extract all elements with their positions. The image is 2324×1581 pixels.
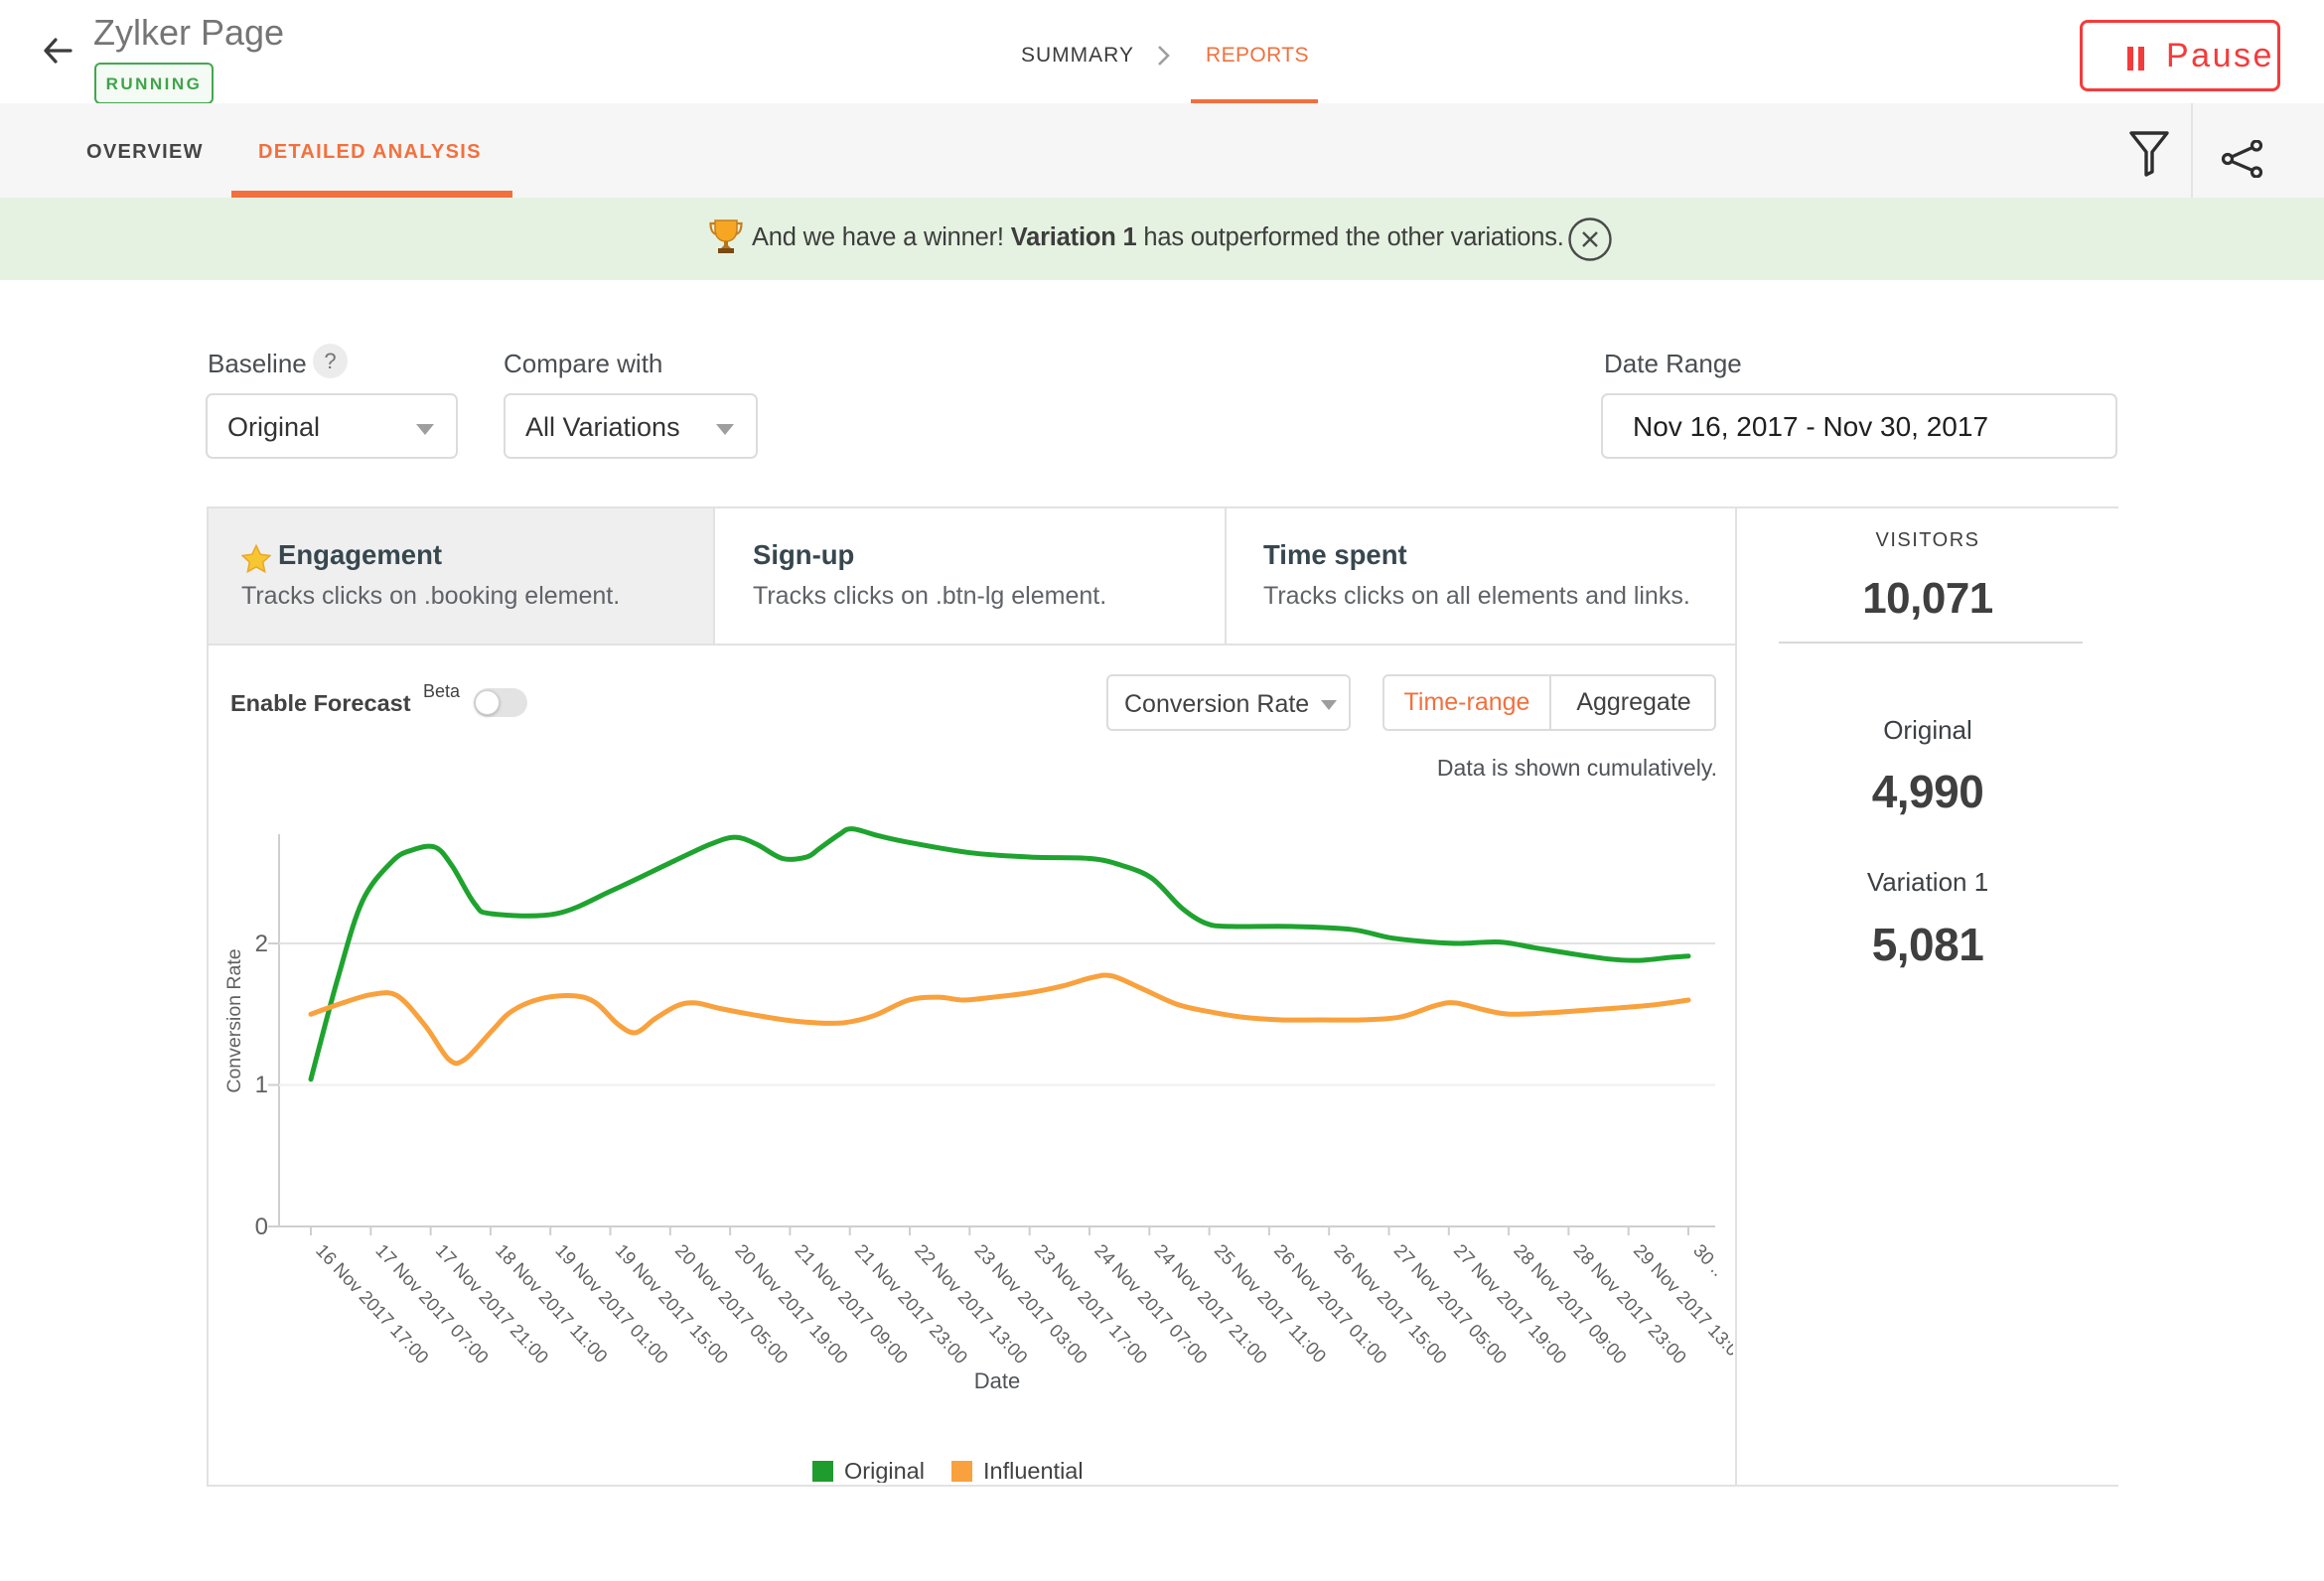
svg-text:2: 2 <box>255 931 268 957</box>
svg-text:17 Nov 2017 21:00: 17 Nov 2017 21:00 <box>432 1239 553 1367</box>
svg-text:20 Nov 2017 19:00: 20 Nov 2017 19:00 <box>731 1239 852 1367</box>
svg-text:22 Nov 2017 13:00: 22 Nov 2017 13:00 <box>911 1239 1032 1367</box>
svg-text:30 ..: 30 .. <box>1689 1239 1729 1280</box>
svg-text:0: 0 <box>255 1214 268 1240</box>
svg-text:21 Nov 2017 09:00: 21 Nov 2017 09:00 <box>791 1239 912 1367</box>
svg-text:27 Nov 2017 05:00: 27 Nov 2017 05:00 <box>1390 1239 1512 1367</box>
svg-text:Date: Date <box>974 1368 1020 1393</box>
svg-text:25 Nov 2017 11:00: 25 Nov 2017 11:00 <box>1211 1239 1331 1366</box>
svg-text:21 Nov 2017 23:00: 21 Nov 2017 23:00 <box>851 1239 972 1367</box>
svg-text:28 Nov 2017 23:00: 28 Nov 2017 23:00 <box>1569 1239 1690 1367</box>
svg-text:28 Nov 2017 09:00: 28 Nov 2017 09:00 <box>1510 1239 1631 1367</box>
svg-text:19 Nov 2017 15:00: 19 Nov 2017 15:00 <box>612 1239 733 1367</box>
svg-text:18 Nov 2017 11:00: 18 Nov 2017 11:00 <box>492 1239 612 1366</box>
svg-text:24 Nov 2017 21:00: 24 Nov 2017 21:00 <box>1150 1239 1271 1367</box>
svg-text:16 Nov 2017 17:00: 16 Nov 2017 17:00 <box>312 1239 433 1367</box>
svg-text:26 Nov 2017 01:00: 26 Nov 2017 01:00 <box>1270 1239 1391 1367</box>
svg-text:1: 1 <box>255 1072 268 1098</box>
svg-text:27 Nov 2017 19:00: 27 Nov 2017 19:00 <box>1450 1239 1571 1367</box>
svg-text:Conversion Rate: Conversion Rate <box>223 948 245 1092</box>
svg-text:Original: Original <box>844 1458 925 1483</box>
svg-text:24 Nov 2017 07:00: 24 Nov 2017 07:00 <box>1090 1239 1212 1367</box>
svg-text:23 Nov 2017 17:00: 23 Nov 2017 17:00 <box>1031 1239 1152 1367</box>
svg-text:17 Nov 2017 07:00: 17 Nov 2017 07:00 <box>371 1239 493 1367</box>
svg-text:19 Nov 2017 01:00: 19 Nov 2017 01:00 <box>551 1239 672 1367</box>
svg-text:20 Nov 2017 05:00: 20 Nov 2017 05:00 <box>671 1239 793 1367</box>
svg-text:23 Nov 2017 03:00: 23 Nov 2017 03:00 <box>970 1239 1091 1367</box>
svg-text:26 Nov 2017 15:00: 26 Nov 2017 15:00 <box>1330 1239 1451 1367</box>
svg-text:Influential: Influential <box>983 1458 1084 1483</box>
